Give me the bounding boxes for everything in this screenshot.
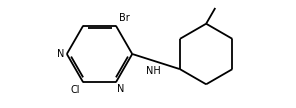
- Text: N: N: [117, 84, 125, 94]
- Text: Br: Br: [119, 13, 130, 23]
- Text: Cl: Cl: [71, 85, 80, 95]
- Text: NH: NH: [146, 66, 161, 76]
- Text: N: N: [57, 49, 64, 59]
